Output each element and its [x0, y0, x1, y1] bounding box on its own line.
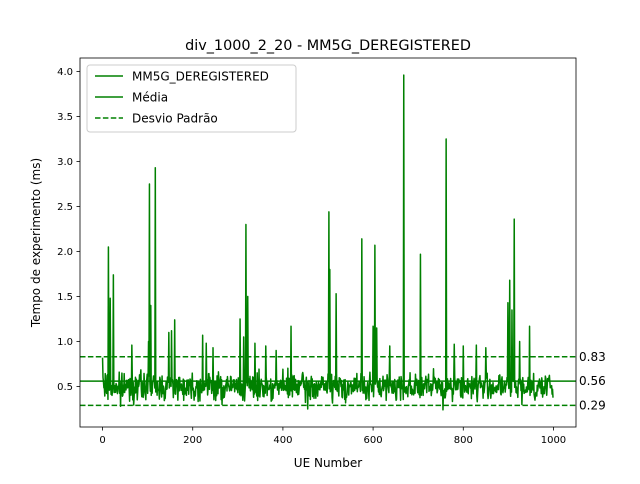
y-tick-label: 4.0 [57, 67, 73, 78]
legend-label: Média [132, 91, 168, 105]
legend-label: MM5G_DEREGISTERED [132, 70, 269, 84]
x-axis-label: UE Number [294, 456, 362, 470]
stat-annotation-label: 0.56 [579, 374, 606, 388]
x-tick-label: 0 [99, 435, 105, 446]
x-tick-label: 200 [183, 435, 202, 446]
x-tick-label: 600 [364, 435, 383, 446]
x-axis: 0 200 400 600 800 1000 [99, 427, 566, 446]
x-tick-label: 1000 [541, 435, 566, 446]
series-line-mm5g-deregistered [101, 74, 554, 411]
x-tick-label: 800 [454, 435, 473, 446]
stat-annotation-label: 0.29 [579, 398, 606, 412]
chart-title: div_1000_2_20 - MM5G_DEREGISTERED [185, 38, 471, 54]
y-tick-label: 3.0 [57, 157, 73, 168]
legend: MM5G_DEREGISTERED Média Desvio Padrão [86, 64, 297, 133]
plot-frame [79, 57, 577, 428]
y-tick-label: 0.5 [57, 382, 73, 393]
y-tick-label: 1.0 [57, 337, 73, 348]
y-tick-label: 2.5 [57, 202, 73, 213]
plot-area [79, 57, 577, 428]
y-tick-label: 3.5 [57, 112, 73, 123]
data-layer [80, 74, 576, 411]
y-tick-label: 2.0 [57, 247, 73, 258]
x-tick-label: 400 [273, 435, 292, 446]
y-axis: 0.5 1.0 1.5 2.0 2.5 3.0 3.5 4.0 [57, 67, 80, 393]
stat-annotations: 0.83 0.56 0.29 [579, 350, 606, 413]
legend-items: MM5G_DEREGISTERED Média Desvio Padrão [95, 70, 269, 126]
y-axis-label: Tempo de experimento (ms) [29, 158, 43, 328]
y-tick-label: 1.5 [57, 292, 73, 303]
stat-annotation-label: 0.83 [579, 350, 606, 364]
legend-label: Desvio Padrão [132, 112, 218, 126]
legend-box [86, 64, 297, 133]
